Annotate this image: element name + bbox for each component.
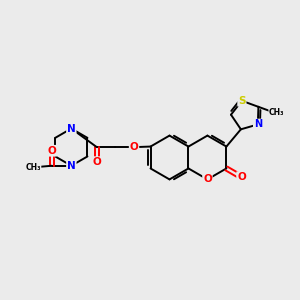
Text: S: S — [238, 96, 246, 106]
Text: N: N — [67, 161, 76, 171]
Text: CH₃: CH₃ — [25, 163, 41, 172]
Text: O: O — [92, 157, 101, 167]
Text: N: N — [254, 119, 262, 130]
Text: CH₃: CH₃ — [269, 109, 285, 118]
Text: O: O — [47, 146, 56, 156]
Text: O: O — [237, 172, 246, 182]
Text: O: O — [203, 174, 212, 184]
Text: O: O — [130, 142, 138, 152]
Text: N: N — [67, 124, 76, 134]
